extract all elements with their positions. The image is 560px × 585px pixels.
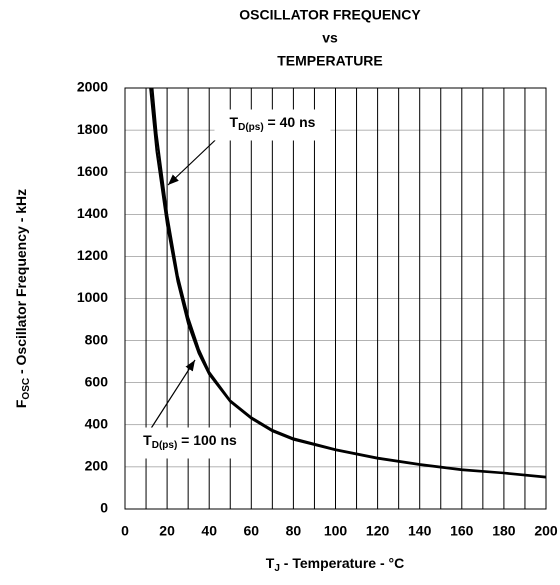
y-tick-label: 1200 (77, 247, 108, 263)
x-tick-label: 0 (121, 523, 129, 539)
legend-label-rest: = 100 ns (177, 432, 237, 448)
x-axis-label-main: T (266, 555, 275, 571)
y-tick-label: 1000 (77, 289, 108, 305)
x-axis-label: TJ - Temperature - °C (266, 555, 404, 574)
chart-title: TEMPERATURE (277, 53, 383, 69)
y-axis-label-rest: - Oscillator Frequency - kHz (13, 189, 29, 378)
y-tick-label: 800 (85, 331, 109, 347)
y-tick-label: 1400 (77, 205, 108, 221)
y-tick-label: 400 (85, 416, 109, 432)
plot-frame (124, 87, 547, 510)
x-tick-label: 100 (324, 523, 348, 539)
callout-box (214, 109, 331, 141)
x-tick-label: 200 (534, 523, 558, 539)
x-axis-label-rest: - Temperature - °C (280, 555, 404, 571)
callout-box (129, 427, 251, 459)
y-tick-label: 600 (85, 373, 109, 389)
x-tick-label: 180 (492, 523, 516, 539)
legend-label: TD(ps) = 40 ns (230, 114, 316, 133)
y-tick-label: 0 (100, 500, 108, 516)
y-axis-label-sub: OSC (21, 378, 32, 400)
y-axis-label: FOSC - Oscillator Frequency - kHz (13, 189, 32, 408)
legend-label-main: T (143, 432, 152, 448)
y-tick-label: 1800 (77, 121, 108, 137)
x-tick-label: 20 (159, 523, 175, 539)
y-tick-label: 1600 (77, 163, 108, 179)
legend-label-main: T (230, 114, 239, 130)
x-tick-label: 80 (286, 523, 302, 539)
callout-arrow (149, 359, 196, 431)
x-tick-label: 140 (408, 523, 432, 539)
legend-label-sub: D(ps) (238, 122, 264, 133)
x-tick-label: 160 (450, 523, 474, 539)
x-axis-label-sub: J (274, 563, 280, 574)
x-tick-label: 120 (366, 523, 390, 539)
y-axis-label-main: F (13, 399, 29, 408)
y-tick-label: 2000 (77, 79, 108, 95)
legend-label-rest: = 40 ns (264, 114, 316, 130)
x-tick-label: 60 (244, 523, 260, 539)
legend-label: TD(ps) = 100 ns (143, 432, 237, 451)
data-line (151, 87, 547, 478)
x-tick-label: 40 (201, 523, 217, 539)
y-tick-label: 200 (85, 458, 109, 474)
chart-title: OSCILLATOR FREQUENCY (239, 7, 421, 23)
legend-label-sub: D(ps) (152, 440, 178, 451)
chart-title: vs (322, 30, 338, 46)
